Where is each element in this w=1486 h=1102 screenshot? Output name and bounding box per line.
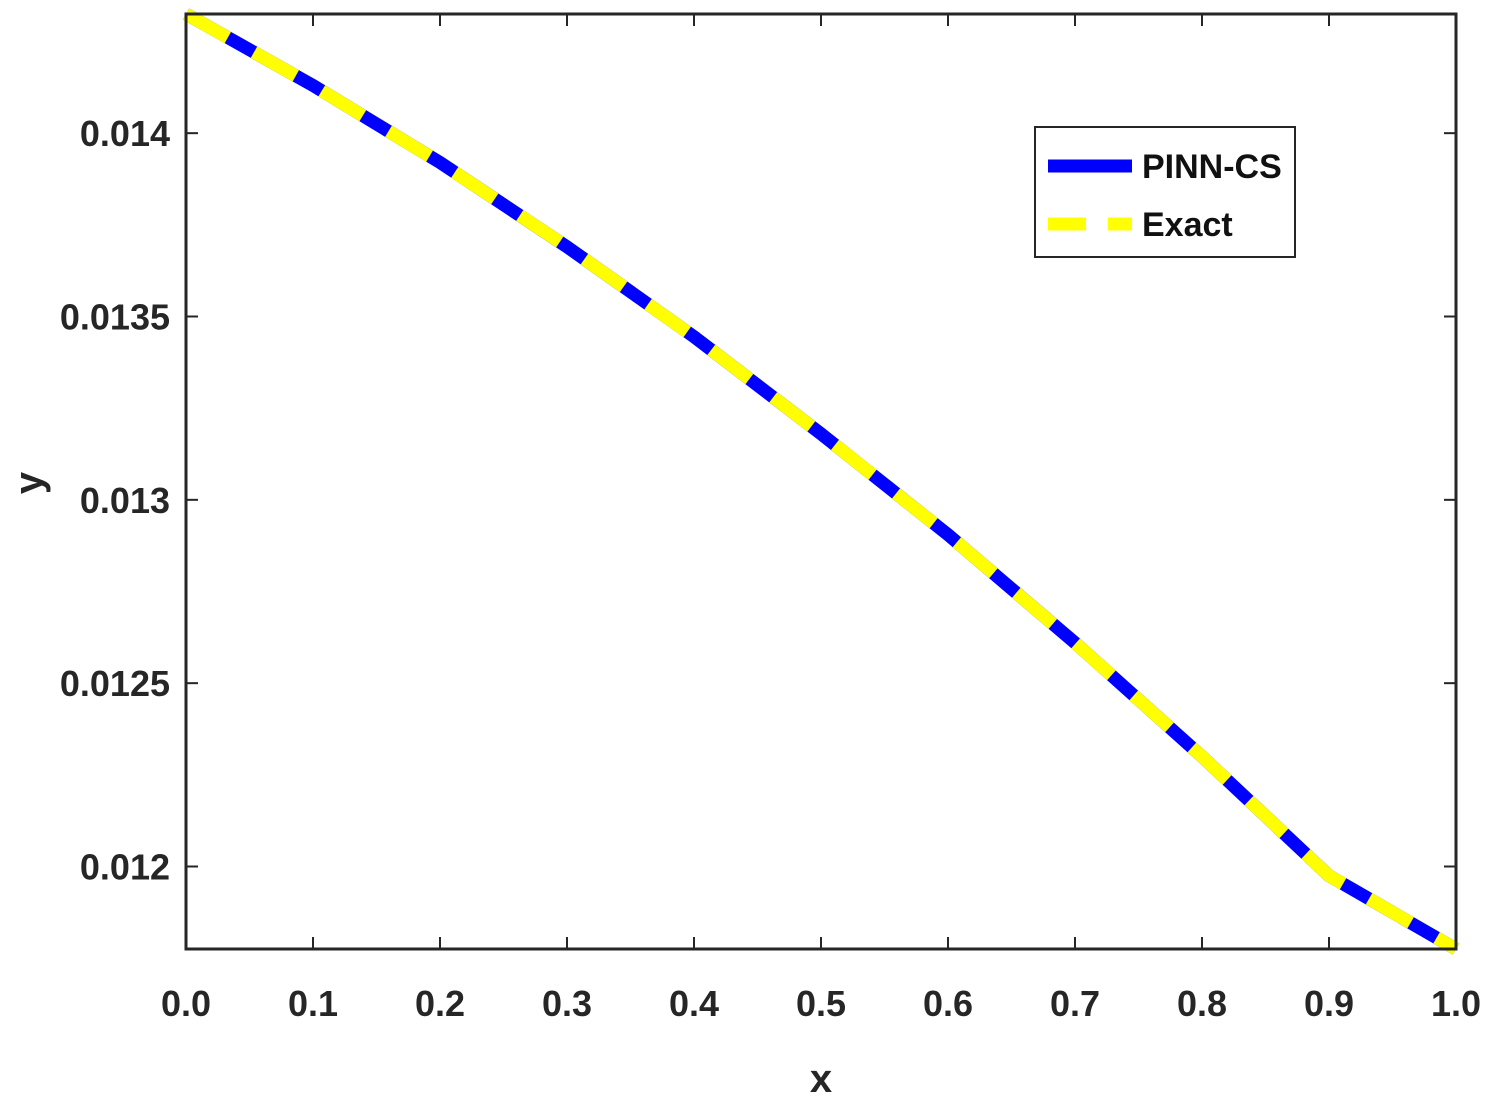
legend-label: Exact bbox=[1142, 206, 1233, 244]
x-tick-label: 0.4 bbox=[669, 983, 719, 1024]
x-tick-label: 0.9 bbox=[1304, 983, 1354, 1024]
y-axis-label: y bbox=[7, 471, 51, 494]
plot-frame bbox=[184, 12, 1458, 951]
x-tick-label: 1.0 bbox=[1431, 983, 1481, 1024]
y-tick-label: 0.014 bbox=[80, 113, 170, 154]
legend: PINN-CS Exact bbox=[1034, 126, 1296, 258]
plot-series bbox=[182, 8, 1460, 955]
y-tick-label: 0.0135 bbox=[60, 297, 170, 338]
x-tick-label: 0.3 bbox=[542, 983, 592, 1024]
legend-label: PINN-CS bbox=[1142, 148, 1282, 186]
y-axis-tick-labels: 0.012 0.0125 0.013 0.0135 0.014 bbox=[60, 113, 170, 887]
x-tick-label: 0.5 bbox=[796, 983, 846, 1024]
series-line-exact bbox=[182, 8, 1460, 955]
x-tick-label: 0.1 bbox=[288, 983, 338, 1024]
y-tick-label: 0.0125 bbox=[60, 663, 170, 704]
x-tick-label: 0.6 bbox=[923, 983, 973, 1024]
x-axis-tick-labels: 0.0 0.1 0.2 0.3 0.4 0.5 0.6 0.7 0.8 0.9 1.0 bbox=[161, 983, 1481, 1024]
x-tick-label: 0.2 bbox=[415, 983, 465, 1024]
legend-box bbox=[1034, 126, 1296, 258]
y-tick-label: 0.012 bbox=[80, 847, 170, 888]
x-tick-label: 0.0 bbox=[161, 983, 211, 1024]
x-tick-label: 0.8 bbox=[1177, 983, 1227, 1024]
y-axis-ticks bbox=[186, 132, 1456, 868]
x-tick-label: 0.7 bbox=[1050, 983, 1100, 1024]
x-axis-label: x bbox=[810, 1057, 832, 1101]
y-tick-label: 0.013 bbox=[80, 480, 170, 521]
